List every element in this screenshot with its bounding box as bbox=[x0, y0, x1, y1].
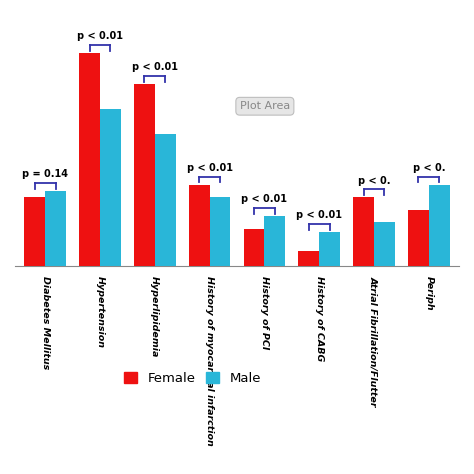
Bar bbox=[79, 53, 100, 266]
Bar bbox=[299, 251, 319, 266]
Text: p < 0.01: p < 0.01 bbox=[187, 163, 233, 173]
Bar bbox=[24, 197, 45, 266]
Bar bbox=[100, 109, 121, 266]
Bar bbox=[429, 185, 450, 266]
Bar bbox=[408, 210, 429, 266]
Text: p < 0.01: p < 0.01 bbox=[241, 194, 287, 204]
Text: p < 0.01: p < 0.01 bbox=[77, 31, 123, 41]
Bar bbox=[353, 197, 374, 266]
Bar bbox=[244, 228, 264, 266]
Bar bbox=[210, 197, 230, 266]
Bar bbox=[45, 191, 66, 266]
Bar bbox=[264, 216, 285, 266]
Bar bbox=[155, 135, 175, 266]
Text: Plot Area: Plot Area bbox=[240, 101, 290, 111]
Text: p < 0.: p < 0. bbox=[358, 175, 390, 186]
Bar bbox=[374, 222, 395, 266]
Text: p < 0.: p < 0. bbox=[412, 163, 445, 173]
Bar bbox=[134, 84, 155, 266]
Bar bbox=[189, 185, 210, 266]
Text: p < 0.01: p < 0.01 bbox=[132, 63, 178, 73]
Text: p = 0.14: p = 0.14 bbox=[22, 169, 68, 179]
Legend: Female, Male: Female, Male bbox=[118, 367, 267, 391]
Bar bbox=[319, 232, 340, 266]
Text: p < 0.01: p < 0.01 bbox=[296, 210, 342, 220]
